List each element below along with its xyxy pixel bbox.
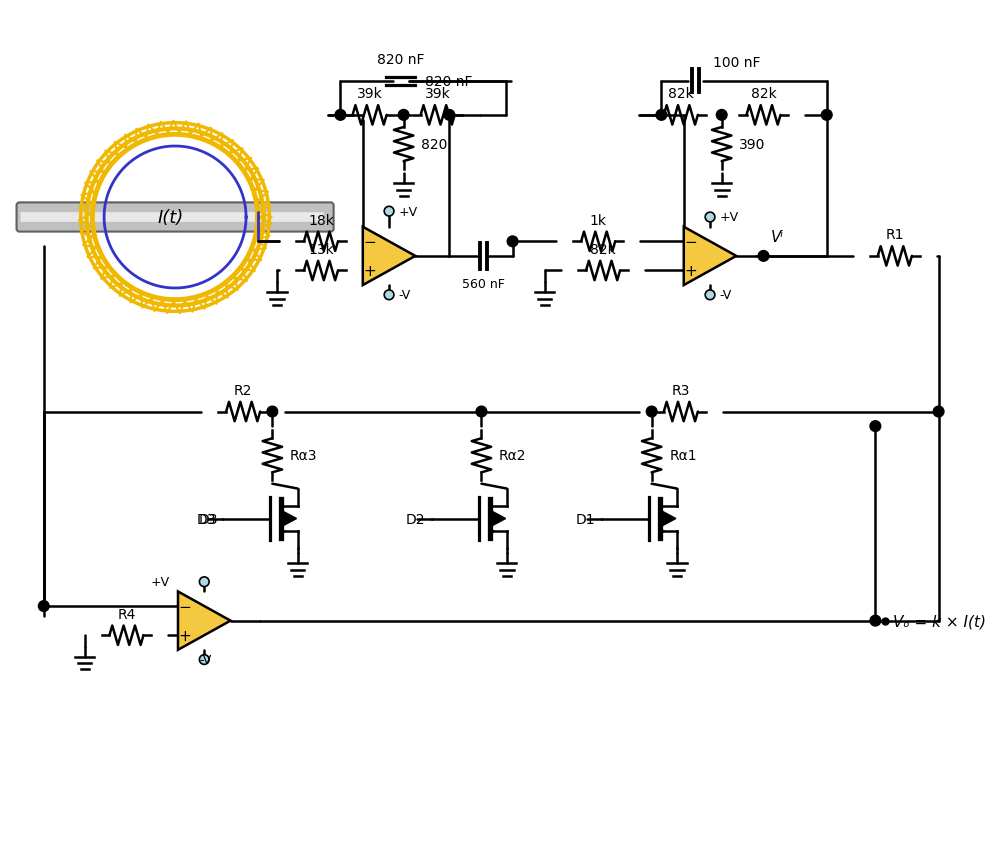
Text: -V: -V — [199, 653, 212, 666]
Text: 560 nF: 560 nF — [462, 278, 505, 291]
Text: R4: R4 — [117, 607, 136, 621]
Text: Rα2: Rα2 — [499, 449, 526, 462]
Text: +: + — [178, 628, 191, 643]
Text: D3: D3 — [197, 512, 216, 526]
Text: Vₒ = k × I(t): Vₒ = k × I(t) — [893, 613, 986, 629]
Polygon shape — [660, 511, 676, 528]
Text: R3: R3 — [672, 383, 690, 398]
Text: I(t): I(t) — [157, 208, 183, 226]
Text: Rα1: Rα1 — [669, 449, 697, 462]
Text: R1: R1 — [886, 228, 904, 242]
Text: R2: R2 — [234, 383, 252, 398]
Polygon shape — [363, 227, 415, 286]
Circle shape — [870, 616, 881, 626]
Circle shape — [646, 406, 657, 418]
Text: +: + — [684, 263, 697, 279]
Text: D1: D1 — [576, 512, 596, 526]
Text: −: − — [178, 599, 191, 614]
Circle shape — [267, 406, 278, 418]
Text: 390: 390 — [739, 138, 766, 152]
Text: D3: D3 — [198, 512, 218, 526]
Text: D2: D2 — [406, 512, 425, 526]
Text: Rα3: Rα3 — [290, 449, 317, 462]
Text: −: − — [363, 234, 376, 250]
Circle shape — [758, 251, 769, 262]
Text: 82k: 82k — [668, 87, 694, 101]
Text: +: + — [363, 263, 376, 279]
Text: 39k: 39k — [425, 87, 451, 101]
Circle shape — [656, 110, 667, 121]
Circle shape — [933, 406, 944, 418]
Circle shape — [716, 110, 727, 121]
Polygon shape — [490, 511, 506, 528]
Circle shape — [705, 213, 715, 223]
Text: 13k: 13k — [308, 243, 334, 257]
Circle shape — [870, 421, 881, 432]
Text: 82k: 82k — [590, 243, 616, 257]
Circle shape — [384, 291, 394, 300]
Text: 82k: 82k — [751, 87, 776, 101]
Polygon shape — [684, 227, 736, 286]
Circle shape — [705, 291, 715, 300]
FancyBboxPatch shape — [20, 213, 324, 223]
Text: 820: 820 — [421, 138, 448, 152]
Circle shape — [821, 110, 832, 121]
Text: +V: +V — [720, 211, 739, 224]
Circle shape — [444, 110, 455, 121]
Circle shape — [398, 110, 409, 121]
Text: Vⁱ: Vⁱ — [770, 230, 783, 245]
Text: 39k: 39k — [357, 87, 382, 101]
Text: +V: +V — [151, 575, 170, 589]
Text: +V: +V — [399, 206, 418, 219]
Text: 1k: 1k — [590, 214, 607, 227]
Text: 18k: 18k — [308, 214, 334, 227]
Text: −: − — [684, 234, 697, 250]
Circle shape — [507, 237, 518, 247]
Text: 100 nF: 100 nF — [713, 56, 760, 70]
Circle shape — [476, 406, 487, 418]
Text: -V: -V — [399, 289, 411, 302]
Polygon shape — [281, 511, 297, 528]
Polygon shape — [178, 592, 231, 650]
Circle shape — [38, 601, 49, 611]
Circle shape — [384, 207, 394, 217]
Text: 820 nF: 820 nF — [425, 75, 473, 89]
Circle shape — [199, 655, 209, 665]
Circle shape — [335, 110, 346, 121]
Circle shape — [199, 577, 209, 587]
Text: -V: -V — [720, 289, 732, 302]
Text: 820 nF: 820 nF — [377, 53, 424, 67]
FancyBboxPatch shape — [17, 203, 334, 232]
